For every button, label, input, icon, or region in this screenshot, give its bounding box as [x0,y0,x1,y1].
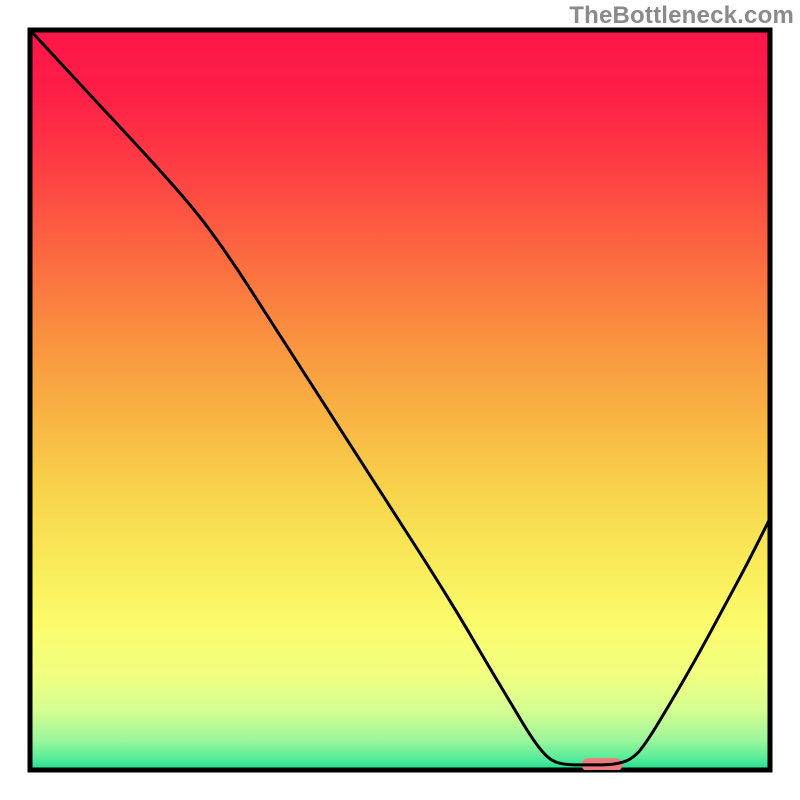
bottleneck-chart-svg [0,0,800,800]
chart-container: TheBottleneck.com [0,0,800,800]
chart-background [30,30,770,770]
watermark-text: TheBottleneck.com [569,2,794,30]
